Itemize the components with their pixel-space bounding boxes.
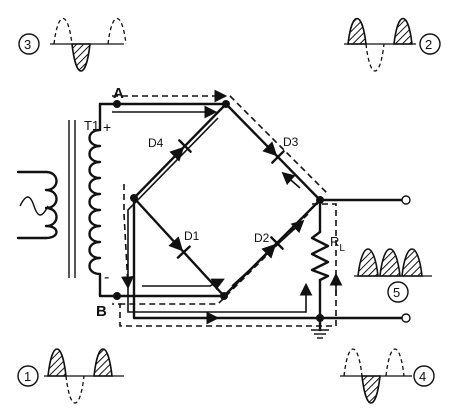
junctions [113,100,324,322]
sine-wave-symbol [19,196,49,216]
label-minus: - [104,269,109,286]
current-flow-dashed [112,89,337,327]
svg-text:3: 3 [24,37,31,52]
label-transformer: T1 [84,118,99,133]
diode-d1 [168,236,191,259]
transformer-secondary [88,102,102,298]
output-terminal-negative [401,313,411,323]
circuit-wiring [98,102,406,339]
waveform-5: 5 [354,248,432,303]
output-terminal-positive [401,195,411,205]
waveform-2: 2 [344,18,441,72]
label-d3: D3 [283,135,299,149]
label-node-b: B [96,303,107,320]
waveform-3: 3 [18,18,127,72]
waveform-4: 4 [340,348,435,404]
svg-text:4: 4 [419,369,426,384]
svg-text:2: 2 [425,37,432,52]
label-plus: + [103,119,111,135]
label-d2: D2 [254,231,270,245]
label-d1: D1 [184,229,200,243]
current-flow-solid [112,105,343,325]
transformer-core [68,120,76,278]
transformer-primary [16,170,58,240]
label-node-a: A [113,85,124,102]
svg-text:5: 5 [393,285,400,300]
svg-text:1: 1 [24,369,31,384]
waveform-1: 1 [17,348,124,404]
label-d4: D4 [148,136,164,150]
label-load-r: RL [330,234,345,254]
